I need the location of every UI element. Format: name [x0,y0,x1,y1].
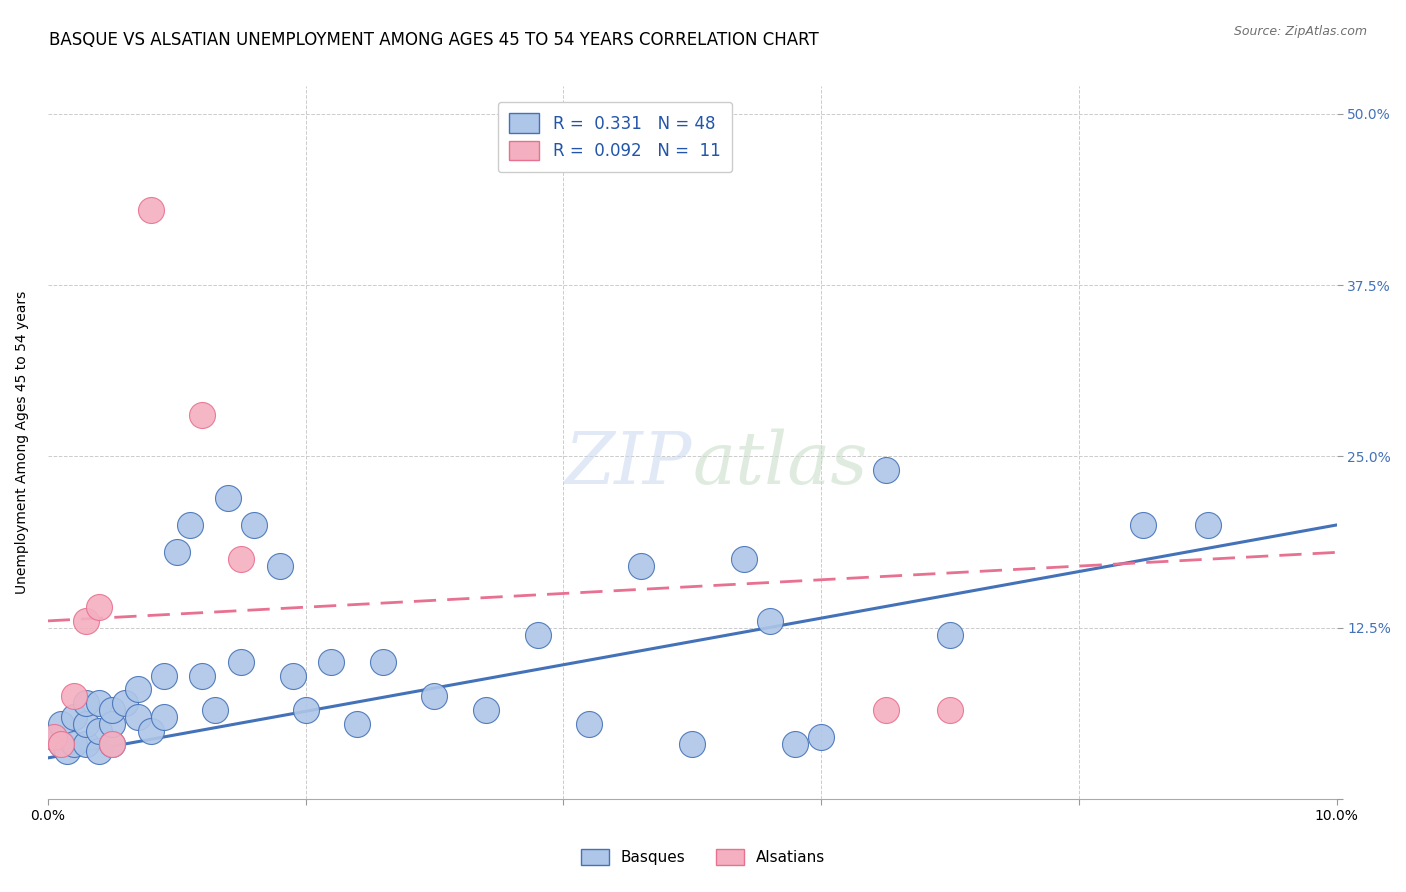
Point [346,716,368,731]
Y-axis label: Unemployment Among Ages 45 to 54 years: Unemployment Among Ages 45 to 54 years [15,291,30,594]
Point [785,737,807,751]
Point [89,723,111,738]
Point [939,627,962,641]
Point [423,690,446,704]
Point [1197,518,1219,533]
Point [49,737,72,751]
Point [127,682,149,697]
Legend: Basques, Alsatians: Basques, Alsatians [575,843,831,871]
Point [152,669,174,683]
Point [733,552,755,566]
Point [49,716,72,731]
Point [101,737,124,751]
Point [75,614,97,628]
Point [204,703,226,717]
Legend: R =  0.331   N = 48, R =  0.092   N =  11: R = 0.331 N = 48, R = 0.092 N = 11 [498,102,733,172]
Point [114,696,136,710]
Point [875,463,897,477]
Point [62,737,84,751]
Point [139,723,162,738]
Point [269,559,291,574]
Point [62,690,84,704]
Point [127,710,149,724]
Point [1132,518,1154,533]
Point [875,703,897,717]
Point [321,655,343,669]
Point [526,627,548,641]
Text: atlas: atlas [692,429,868,500]
Point [152,710,174,724]
Point [681,737,703,751]
Point [578,716,600,731]
Point [75,737,97,751]
Point [49,737,72,751]
Point [101,737,124,751]
Point [229,552,252,566]
Point [89,696,111,710]
Point [371,655,394,669]
Point [166,545,188,559]
Point [101,716,124,731]
Point [294,703,316,717]
Point [229,655,252,669]
Point [139,202,162,217]
Point [191,669,214,683]
Point [75,716,97,731]
Point [810,731,832,745]
Point [243,518,266,533]
Point [44,731,66,745]
Point [217,491,239,505]
Point [191,409,214,423]
Text: Source: ZipAtlas.com: Source: ZipAtlas.com [1233,25,1367,38]
Point [75,696,97,710]
Text: BASQUE VS ALSATIAN UNEMPLOYMENT AMONG AGES 45 TO 54 YEARS CORRELATION CHART: BASQUE VS ALSATIAN UNEMPLOYMENT AMONG AG… [49,31,818,49]
Point [758,614,780,628]
Point [939,703,962,717]
Point [101,703,124,717]
Point [56,744,79,758]
Point [62,710,84,724]
Text: ZIP: ZIP [565,429,692,500]
Point [281,669,304,683]
Point [475,703,498,717]
Point [630,559,652,574]
Point [179,518,201,533]
Point [89,600,111,615]
Point [89,744,111,758]
Point [44,731,66,745]
